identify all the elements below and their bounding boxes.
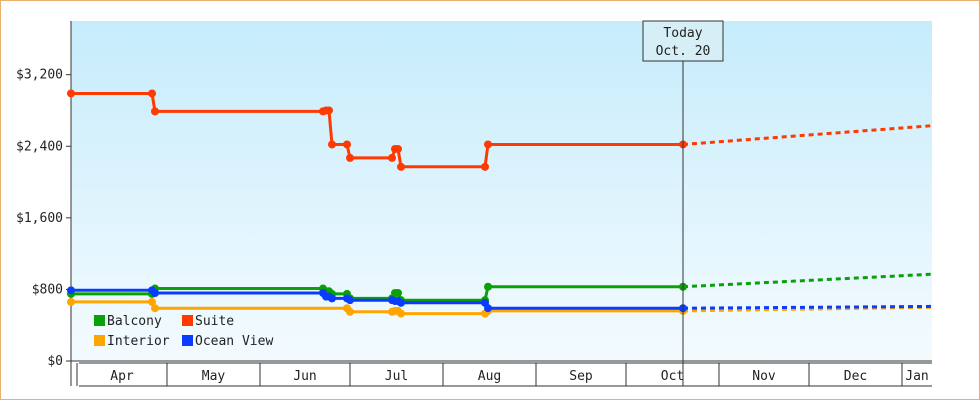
data-point-balcony[interactable]	[394, 289, 402, 297]
data-point-interior[interactable]	[151, 304, 159, 313]
today-box	[642, 20, 724, 62]
legend-label-balcony: Balcony	[107, 314, 162, 329]
y-tick-label: $3,200	[16, 68, 63, 83]
legend-swatch-balcony	[94, 315, 105, 326]
data-point-balcony[interactable]	[484, 282, 492, 291]
legend-swatch-ocean-view	[182, 335, 193, 346]
forecast-line-suite	[682, 124, 933, 146]
month-label-jul: Jul	[385, 369, 408, 384]
data-point-interior[interactable]	[397, 309, 405, 318]
data-point-ocean-view[interactable]	[328, 294, 336, 303]
data-point-ocean-view[interactable]	[397, 298, 405, 307]
y-tick-label: $1,600	[16, 211, 63, 226]
data-point-suite[interactable]	[343, 140, 351, 149]
month-label-sep: Sep	[569, 369, 593, 384]
data-point-suite[interactable]	[484, 140, 492, 149]
legend-label-interior: Interior	[107, 334, 170, 349]
data-point-suite[interactable]	[388, 153, 396, 162]
month-label-oct: Oct	[661, 369, 684, 384]
y-tick-label: $2,400	[16, 139, 63, 154]
data-point-ocean-view[interactable]	[346, 296, 354, 305]
data-point-suite[interactable]	[67, 89, 75, 98]
data-point-interior[interactable]	[346, 307, 354, 316]
y-tick-label: $0	[47, 354, 63, 369]
data-point-interior[interactable]	[148, 297, 156, 306]
series-line-suite	[71, 92, 683, 169]
data-point-interior[interactable]	[67, 297, 75, 306]
month-label-apr: Apr	[110, 369, 134, 384]
data-point-ocean-view[interactable]	[484, 304, 492, 313]
month-label-jun: Jun	[293, 369, 316, 384]
data-point-suite[interactable]	[346, 153, 354, 162]
data-point-suite[interactable]	[481, 162, 489, 171]
data-point-suite[interactable]	[151, 107, 159, 116]
today-label: Today	[663, 26, 702, 41]
data-point-ocean-view[interactable]	[151, 289, 159, 297]
month-label-dec: Dec	[844, 369, 867, 384]
y-tick-label: $800	[32, 282, 63, 297]
data-point-suite[interactable]	[325, 106, 333, 115]
legend-swatch-interior	[94, 335, 105, 346]
today-date: Oct. 20	[656, 44, 711, 59]
forecast-line-ocean-view	[682, 304, 933, 310]
data-point-suite[interactable]	[394, 144, 402, 153]
data-point-suite[interactable]	[328, 140, 336, 149]
plot-background	[71, 21, 932, 361]
month-label-aug: Aug	[478, 369, 501, 384]
month-label-jan: Jan	[905, 369, 928, 384]
legend-swatch-suite	[182, 315, 193, 326]
forecast-line-balcony	[682, 272, 933, 289]
month-label-may: May	[202, 369, 226, 384]
month-label-nov: Nov	[752, 369, 776, 384]
legend-label-suite: Suite	[195, 314, 234, 329]
data-point-suite[interactable]	[397, 162, 405, 171]
data-point-ocean-view[interactable]	[67, 286, 75, 295]
legend-label-ocean-view: Ocean View	[195, 334, 273, 349]
data-point-suite[interactable]	[148, 89, 156, 98]
